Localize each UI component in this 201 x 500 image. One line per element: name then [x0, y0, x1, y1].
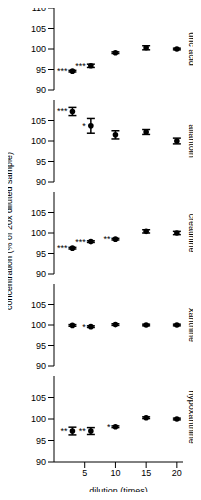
svg-text:90: 90	[36, 177, 46, 186]
html-text:uric acid: uric acid	[187, 32, 197, 66]
svg-text:95: 95	[36, 436, 46, 446]
html-text:creatinine: creatinine	[187, 213, 197, 253]
svg-text:95: 95	[36, 65, 46, 75]
html-text:hypoxanthine: hypoxanthine	[187, 390, 197, 444]
svg-text:95: 95	[36, 157, 46, 167]
svg-text:**: **	[79, 426, 87, 436]
html-text:concentration (% of 20x dilute: concentration (% of 20x diluted sample)	[4, 152, 14, 310]
svg-text:***: ***	[75, 61, 86, 71]
svg-text:95: 95	[36, 341, 46, 351]
svg-text:**: **	[103, 234, 111, 244]
svg-text:100: 100	[31, 44, 46, 54]
svg-text:105: 105	[31, 208, 46, 218]
svg-text:90: 90	[36, 269, 46, 278]
svg-text:dilution (times): dilution (times)	[89, 486, 148, 492]
svg-text:*: *	[82, 121, 86, 131]
html-text:allantoin: allantoin	[187, 124, 197, 158]
svg-text:*: *	[82, 322, 86, 332]
svg-text:**: **	[60, 426, 68, 436]
svg-text:***: ***	[57, 106, 68, 116]
svg-text:***: ***	[57, 243, 68, 253]
svg-text:105: 105	[31, 393, 46, 403]
svg-text:100: 100	[31, 414, 46, 424]
svg-text:20: 20	[172, 468, 182, 478]
svg-text:90: 90	[36, 361, 46, 370]
svg-text:15: 15	[141, 468, 151, 478]
svg-text:105: 105	[31, 24, 46, 34]
svg-text:105: 105	[31, 116, 46, 126]
svg-text:90: 90	[36, 85, 46, 94]
svg-text:***: ***	[57, 66, 68, 76]
svg-text:95: 95	[36, 249, 46, 259]
svg-text:5: 5	[82, 468, 87, 478]
svg-text:100: 100	[31, 320, 46, 330]
svg-text:100: 100	[31, 136, 46, 146]
html-text:xanthine: xanthine	[187, 308, 197, 342]
svg-text:10: 10	[110, 468, 120, 478]
svg-text:90: 90	[36, 457, 46, 467]
svg-text:100: 100	[31, 228, 46, 238]
svg-text:110: 110	[32, 8, 46, 13]
svg-text:***: ***	[75, 237, 86, 247]
svg-text:105: 105	[31, 300, 46, 310]
svg-text:*: *	[107, 422, 111, 432]
